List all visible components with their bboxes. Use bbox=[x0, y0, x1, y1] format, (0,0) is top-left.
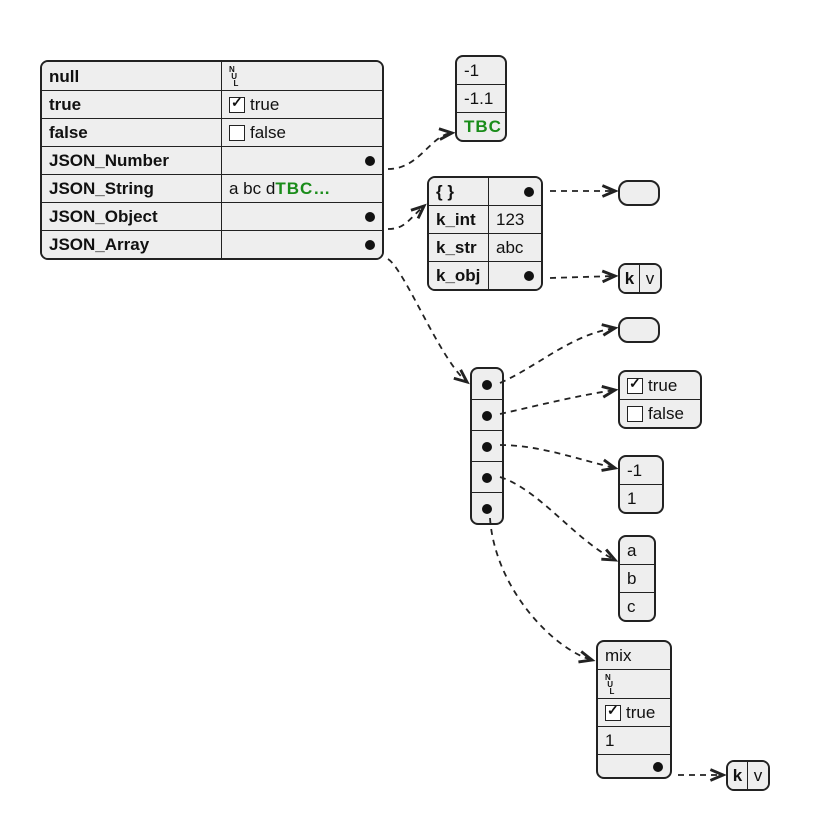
checkbox-true: true bbox=[620, 372, 700, 399]
pointer-number bbox=[222, 147, 382, 174]
checkbox-false: false bbox=[620, 400, 700, 427]
slot bbox=[472, 400, 502, 430]
empty-pill bbox=[618, 317, 660, 343]
abc-box: a b c bbox=[618, 535, 656, 622]
main-key: false bbox=[42, 119, 222, 146]
main-key: JSON_Number bbox=[42, 147, 222, 174]
string-value: a bc d TBC… bbox=[222, 175, 382, 202]
object-box: { } k_int123 k_strabc k_obj bbox=[427, 176, 543, 291]
pointer bbox=[598, 755, 670, 777]
main-key: JSON_Object bbox=[42, 203, 222, 230]
numbers-box: -1 -1.1 TBC bbox=[455, 55, 507, 142]
pointer bbox=[489, 178, 541, 205]
pointer-object bbox=[222, 203, 382, 230]
pointer bbox=[489, 262, 541, 289]
kv-box: kv bbox=[726, 760, 770, 791]
checkbox-true: true bbox=[222, 91, 382, 118]
slot bbox=[472, 369, 502, 399]
main-key: true bbox=[42, 91, 222, 118]
empty-pill bbox=[618, 180, 660, 206]
null-glyph: N U L bbox=[222, 62, 382, 90]
pointer-array bbox=[222, 231, 382, 258]
slot bbox=[472, 462, 502, 492]
slot bbox=[472, 493, 502, 523]
slot bbox=[472, 431, 502, 461]
array-box bbox=[470, 367, 504, 525]
null-glyph: N U L bbox=[598, 670, 670, 698]
main-key: JSON_String bbox=[42, 175, 222, 202]
kv-box: kv bbox=[618, 263, 662, 294]
mix-box: mix N U L true 1 bbox=[596, 640, 672, 779]
checkbox-true: true bbox=[598, 699, 670, 726]
main-table: null N U L true true false false JSON_Nu… bbox=[40, 60, 384, 260]
main-key: JSON_Array bbox=[42, 231, 222, 258]
checkbox-false: false bbox=[222, 119, 382, 146]
tf-box: true false bbox=[618, 370, 702, 429]
num-pair-box: -1 1 bbox=[618, 455, 664, 514]
main-key: null bbox=[42, 62, 222, 90]
